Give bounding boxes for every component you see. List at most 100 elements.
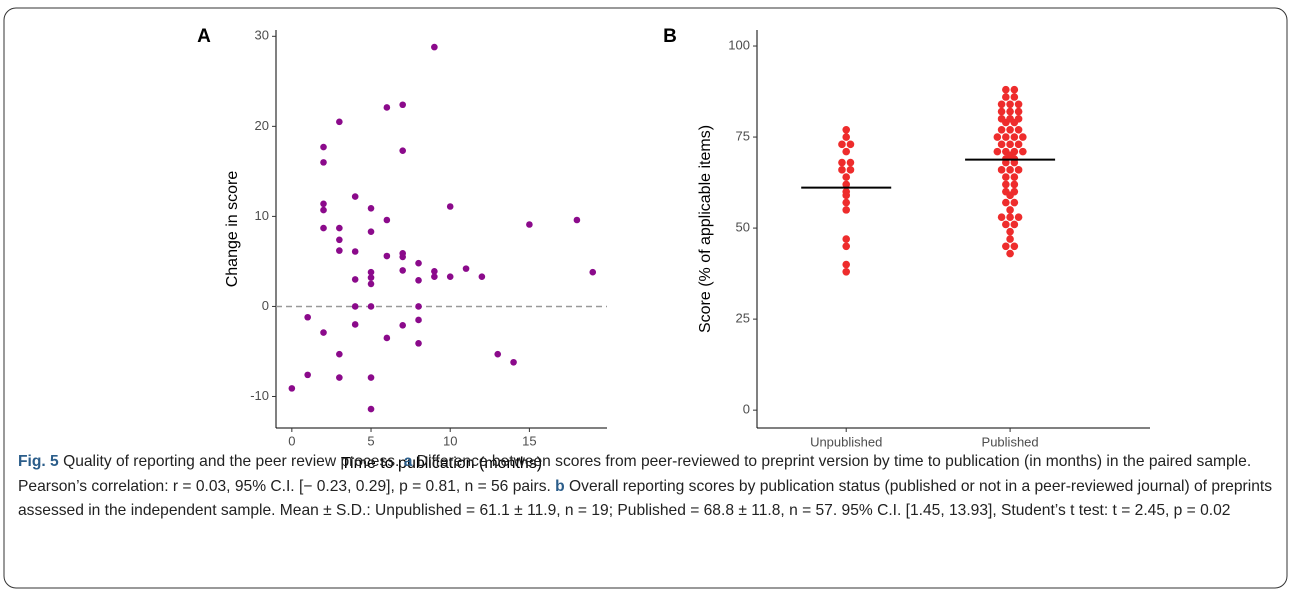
point [304, 313, 311, 321]
point [367, 405, 375, 413]
point [842, 125, 851, 134]
point [842, 173, 851, 181]
y-tick-label: 20 [255, 118, 269, 133]
point [1019, 133, 1027, 141]
point [399, 101, 406, 109]
point [351, 303, 359, 310]
point [367, 374, 375, 381]
point [1006, 125, 1014, 134]
point [993, 147, 1002, 156]
point [1014, 140, 1023, 149]
point [1002, 180, 1010, 189]
point [383, 216, 391, 224]
point [1002, 85, 1010, 94]
point [1006, 100, 1014, 109]
point [446, 273, 454, 281]
point [993, 133, 1002, 141]
point [842, 235, 851, 243]
point [462, 265, 470, 272]
point [336, 236, 343, 244]
point [997, 140, 1006, 149]
point [1014, 107, 1023, 116]
point [589, 268, 597, 276]
point [336, 247, 343, 254]
y-axis-title: Score (% of applicable items) [697, 125, 714, 333]
point [1014, 213, 1023, 221]
point [367, 228, 375, 236]
point [846, 140, 855, 149]
x-tick-label: 5 [367, 433, 374, 448]
point [1014, 166, 1023, 174]
point [351, 276, 359, 283]
point [846, 166, 855, 174]
point [1002, 173, 1010, 181]
point [1010, 85, 1019, 94]
x-tick-label: 10 [443, 433, 457, 448]
point [842, 198, 851, 207]
y-tick-label: 25 [736, 311, 750, 326]
point [1006, 107, 1014, 116]
point [1002, 93, 1010, 101]
point [1006, 191, 1014, 200]
frame [3, 7, 1288, 589]
point [415, 259, 422, 267]
point [367, 274, 375, 281]
point [842, 267, 851, 276]
x-tick-label: 0 [288, 433, 295, 448]
point [997, 213, 1006, 221]
point [1002, 158, 1010, 167]
caption: Fig. 5 Quality of reporting and the peer… [18, 450, 1280, 524]
point [1010, 180, 1019, 189]
point [336, 118, 343, 126]
point [320, 224, 327, 232]
point [573, 216, 581, 224]
point [351, 248, 359, 255]
point [838, 140, 846, 149]
caption-label: Fig. 5 [18, 453, 59, 470]
point [1002, 198, 1010, 207]
point [1019, 147, 1027, 156]
y-tick-label: 50 [736, 220, 750, 235]
point [1006, 249, 1014, 258]
point [399, 322, 406, 329]
panel-label: B [663, 26, 677, 47]
point [842, 260, 851, 269]
point [415, 340, 422, 347]
point [842, 133, 851, 141]
point [846, 158, 855, 167]
point [351, 193, 359, 200]
panel-label: A [197, 26, 211, 47]
point [1010, 198, 1019, 207]
point [1014, 100, 1023, 109]
point [399, 267, 406, 274]
point [320, 200, 327, 208]
x-tick-label: 15 [522, 433, 536, 448]
point [1002, 242, 1010, 251]
point [383, 334, 391, 342]
point [336, 374, 343, 381]
point [1010, 93, 1019, 101]
y-axis-title: Change in score [224, 171, 241, 288]
point [478, 273, 486, 281]
point [997, 125, 1006, 134]
point [1002, 220, 1010, 229]
point [336, 224, 343, 232]
point [1010, 173, 1019, 181]
point [1010, 133, 1019, 141]
y-tick-label: 100 [728, 37, 750, 52]
point [1006, 235, 1014, 243]
point [446, 203, 454, 210]
point [320, 329, 327, 336]
point [1010, 158, 1019, 167]
point [399, 253, 406, 261]
caption-title: Quality of reporting and the peer review… [63, 453, 400, 470]
point [383, 104, 391, 111]
y-tick-label: 30 [255, 28, 269, 43]
point [842, 191, 851, 200]
x-tick-label: Published [982, 434, 1039, 449]
y-tick-label: -10 [250, 388, 269, 403]
point [997, 107, 1006, 116]
point [288, 385, 296, 392]
